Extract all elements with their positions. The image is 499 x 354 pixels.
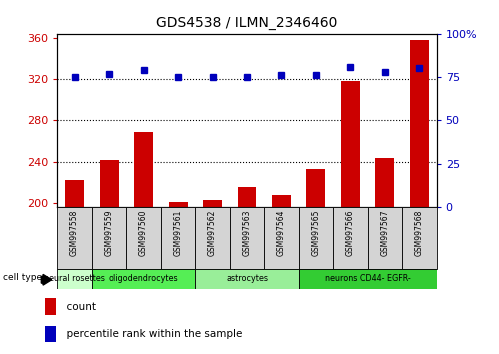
Text: GSM997566: GSM997566 [346, 210, 355, 256]
Text: GSM997561: GSM997561 [174, 210, 183, 256]
Bar [272, 195, 291, 207]
Bar [45, 326, 56, 342]
Text: GSM997560: GSM997560 [139, 210, 148, 256]
Text: astrocytes: astrocytes [226, 274, 268, 283]
Bar [230, 207, 264, 269]
Bar [402, 207, 437, 269]
Bar [134, 132, 153, 207]
Bar [195, 269, 299, 289]
Bar [333, 207, 368, 269]
Text: count: count [60, 302, 96, 312]
Bar [161, 207, 195, 269]
Text: GSM997565: GSM997565 [311, 210, 320, 256]
Text: GSM997563: GSM997563 [243, 210, 251, 256]
Bar [264, 207, 299, 269]
Bar [410, 40, 429, 207]
Bar [368, 207, 402, 269]
Text: oligodendrocytes: oligodendrocytes [109, 274, 178, 283]
Bar [45, 298, 56, 315]
Bar [299, 269, 437, 289]
Title: GDS4538 / ILMN_2346460: GDS4538 / ILMN_2346460 [156, 16, 338, 30]
Text: GSM997559: GSM997559 [105, 210, 114, 256]
Bar [306, 169, 325, 207]
Bar [65, 180, 84, 207]
Bar [299, 207, 333, 269]
Text: GSM997567: GSM997567 [380, 210, 389, 256]
Bar [92, 269, 195, 289]
Bar [57, 269, 92, 289]
Bar [57, 207, 92, 269]
Bar [238, 188, 256, 207]
Text: cell type: cell type [3, 273, 42, 282]
Bar [195, 207, 230, 269]
FancyArrow shape [41, 274, 51, 285]
Bar [126, 207, 161, 269]
Text: GSM997568: GSM997568 [415, 210, 424, 256]
Text: GSM997564: GSM997564 [277, 210, 286, 256]
Text: GSM997562: GSM997562 [208, 210, 217, 256]
Bar [203, 200, 222, 207]
Text: neural rosettes: neural rosettes [44, 274, 105, 283]
Text: percentile rank within the sample: percentile rank within the sample [60, 329, 242, 339]
Bar [100, 160, 119, 207]
Bar [341, 81, 360, 207]
Bar [92, 207, 126, 269]
Text: GSM997558: GSM997558 [70, 210, 79, 256]
Bar [375, 158, 394, 207]
Text: neurons CD44- EGFR-: neurons CD44- EGFR- [325, 274, 411, 283]
Bar [169, 202, 188, 207]
